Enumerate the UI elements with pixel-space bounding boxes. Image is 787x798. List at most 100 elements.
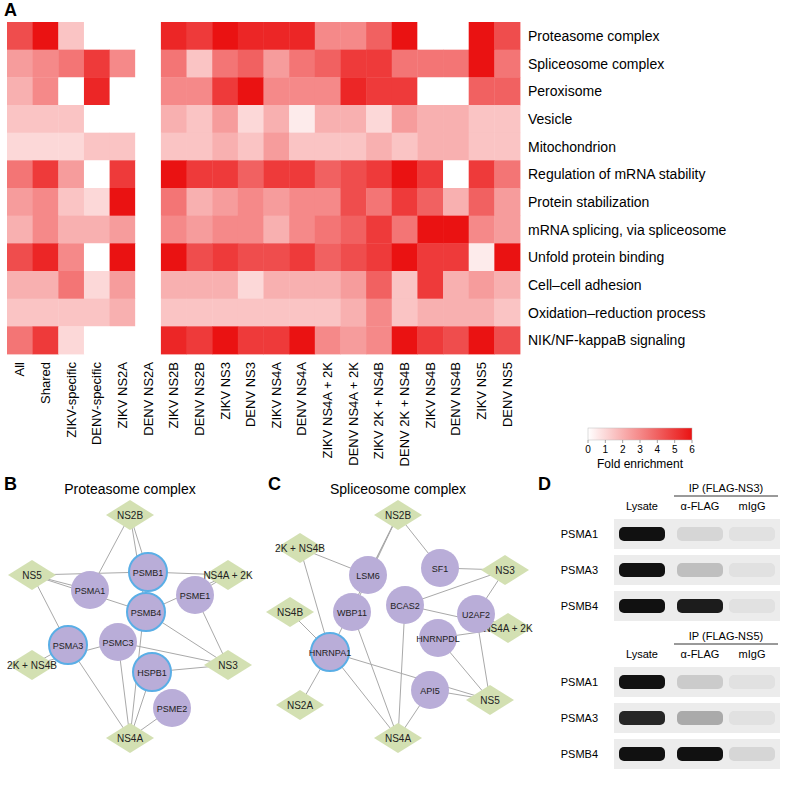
heat-cell <box>212 133 238 161</box>
heat-cell <box>315 160 341 188</box>
host-node <box>133 653 171 691</box>
node-label: NS4A + 2K <box>203 570 253 581</box>
heat-cell <box>417 188 443 216</box>
node-label: NS5 <box>22 570 42 581</box>
heat-cell <box>392 133 418 161</box>
heat-cell <box>289 160 315 188</box>
colorbar-tick-label: 6 <box>689 444 695 455</box>
heat-cell <box>340 160 366 188</box>
heat-cell <box>494 50 520 78</box>
row-label: Unfold protein binding <box>528 249 664 265</box>
viral-node <box>374 723 422 753</box>
heat-cell <box>264 22 290 50</box>
colorbar-tick-label: 0 <box>585 444 591 455</box>
heat-cell <box>110 77 136 105</box>
heat-cell <box>417 133 443 161</box>
heat-cell <box>340 188 366 216</box>
heat-cell <box>340 216 366 244</box>
band <box>619 675 665 689</box>
network-title: Proteasome complex <box>64 481 196 497</box>
column-label: ZIKV 2K + NS4B <box>371 362 386 459</box>
node-label: BCAS2 <box>390 601 420 611</box>
figure: ABCDProteasome complexSpliceosome comple… <box>0 0 787 798</box>
heat-cell <box>366 271 392 299</box>
heat-cell <box>161 326 187 354</box>
heat-cell <box>135 22 161 50</box>
heat-cell <box>392 299 418 327</box>
heat-cell <box>212 243 238 271</box>
row-label: NIK/NF-kappaB signaling <box>528 332 685 348</box>
row-label: Peroxisome <box>528 83 602 99</box>
host-node <box>99 623 137 661</box>
heat-cell <box>135 105 161 133</box>
node-label: PSMA3 <box>53 641 84 651</box>
node-label: NS4A <box>117 733 143 744</box>
row-label: Proteasome complex <box>528 28 660 44</box>
band <box>677 711 723 725</box>
heat-cell <box>238 326 264 354</box>
heat-cell <box>469 271 495 299</box>
band <box>729 747 775 761</box>
heat-cell <box>110 22 136 50</box>
heat-cell <box>443 77 469 105</box>
heat-cell <box>469 243 495 271</box>
heat-cell <box>417 326 443 354</box>
heat-cell <box>238 22 264 50</box>
heat-cell <box>238 50 264 78</box>
host-node <box>386 586 424 624</box>
heat-cell <box>212 326 238 354</box>
heat-cell <box>494 326 520 354</box>
band <box>677 527 723 541</box>
heat-cell <box>7 271 33 299</box>
heat-cell <box>84 105 110 133</box>
column-label: DENV NS2A <box>141 362 156 436</box>
colorbar-tick-label: 4 <box>655 444 661 455</box>
host-node <box>49 626 87 664</box>
heat-cell <box>469 188 495 216</box>
heat-cell <box>392 188 418 216</box>
row-label: Cell–cell adhesion <box>528 277 642 293</box>
colorbar-tick-label: 1 <box>603 444 609 455</box>
heat-cell <box>161 271 187 299</box>
blot-strip <box>614 591 780 621</box>
colorbar-tick-label: 5 <box>672 444 678 455</box>
node-label: 2K + NS4B <box>275 543 325 554</box>
heat-cell <box>135 160 161 188</box>
heat-cell <box>392 105 418 133</box>
heat-cell <box>110 133 136 161</box>
host-node <box>176 576 214 614</box>
heat-cell <box>315 216 341 244</box>
heat-cell <box>238 243 264 271</box>
row-label: Regulation of mRNA stability <box>528 166 705 182</box>
node-label: NS4B <box>277 607 303 618</box>
heat-cell <box>469 299 495 327</box>
blot-strip <box>614 519 780 549</box>
heat-cell <box>494 271 520 299</box>
heat-cell <box>7 188 33 216</box>
band <box>729 599 775 613</box>
heat-cell <box>443 105 469 133</box>
heat-cell <box>187 50 213 78</box>
column-label: DENV NS5 <box>500 362 515 427</box>
blot-strip <box>614 739 780 769</box>
heat-cell <box>443 299 469 327</box>
viral-node <box>481 555 529 585</box>
panel-label: C <box>268 474 281 494</box>
heat-cell <box>289 188 315 216</box>
heat-cell <box>366 105 392 133</box>
heat-cell <box>494 22 520 50</box>
column-label: ZIKV NS2A <box>115 362 130 429</box>
heat-cell <box>289 271 315 299</box>
heat-cell <box>33 22 59 50</box>
heat-cell <box>289 77 315 105</box>
heat-cell <box>417 50 443 78</box>
heat-cell <box>264 133 290 161</box>
heat-cell <box>58 188 84 216</box>
heat-cell <box>238 188 264 216</box>
heat-cell <box>161 216 187 244</box>
heat-cell <box>110 216 136 244</box>
heat-cell <box>212 160 238 188</box>
viral-node <box>276 690 324 720</box>
heat-cell <box>340 271 366 299</box>
heat-cell <box>417 299 443 327</box>
